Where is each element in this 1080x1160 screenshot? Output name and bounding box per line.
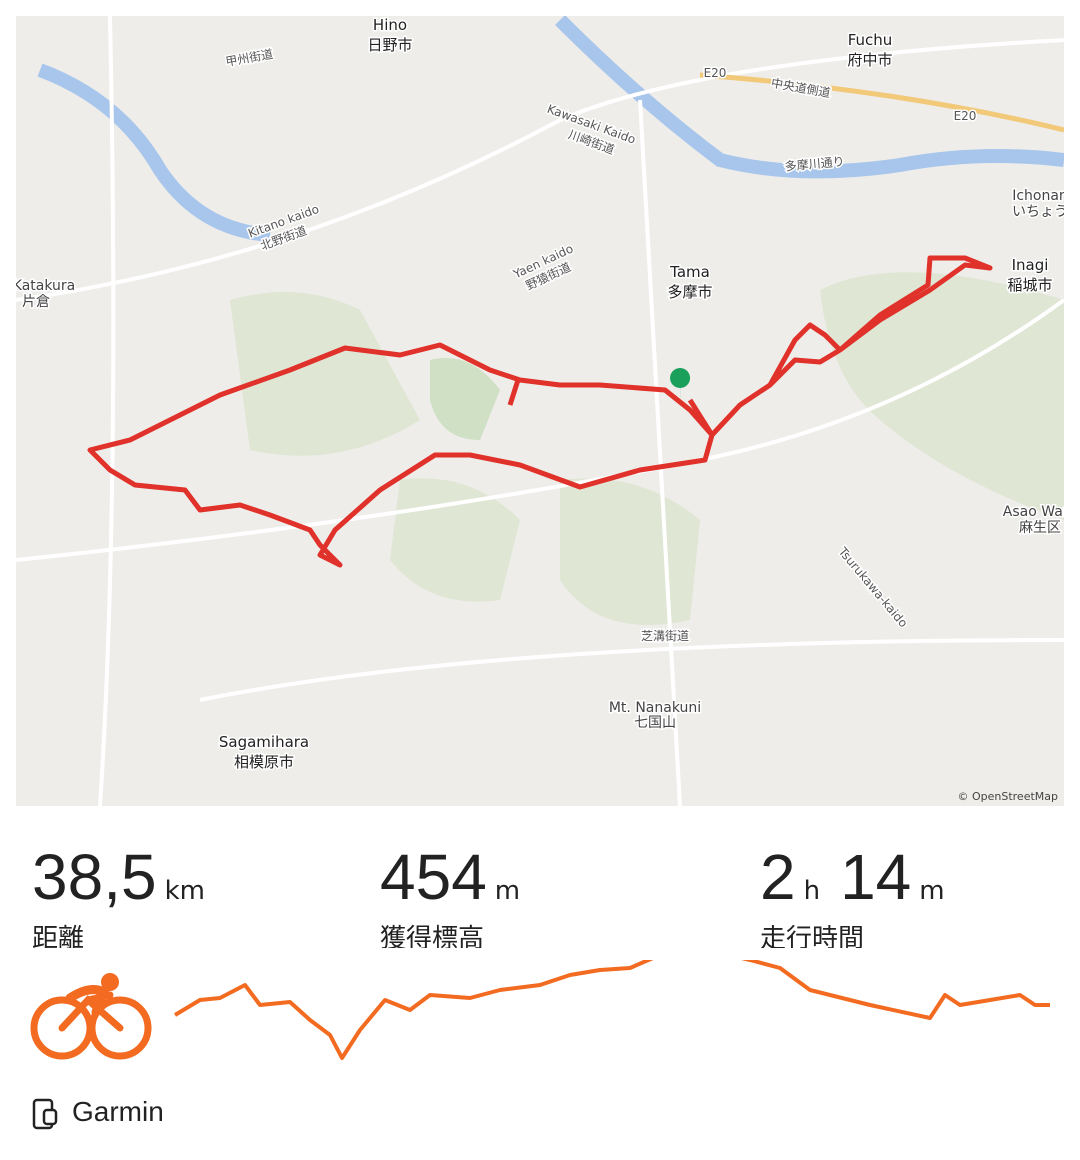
map-label: 相模原市 bbox=[234, 753, 294, 771]
start-marker bbox=[670, 368, 691, 412]
stat-label: 距離 bbox=[32, 924, 85, 948]
map-label: Hino bbox=[373, 16, 407, 34]
map-label: 府中市 bbox=[847, 51, 892, 69]
map-label: 稲城市 bbox=[1007, 276, 1052, 294]
bottom-graphics bbox=[30, 960, 1050, 1130]
stat-elevation: 454 m 獲得標高 bbox=[380, 840, 540, 948]
river bbox=[37, 16, 1064, 242]
map-label: Asao Ward bbox=[1003, 504, 1064, 520]
source: Garmin bbox=[72, 1096, 164, 1127]
map-label: 日野市 bbox=[367, 36, 412, 54]
device-icon bbox=[32, 1098, 58, 1130]
stat-unit: h bbox=[803, 876, 821, 906]
stat-unit: m bbox=[919, 876, 945, 906]
highway bbox=[699, 72, 1064, 133]
map-label: Fuchu bbox=[848, 31, 893, 49]
road-label: E20 bbox=[954, 109, 977, 123]
route bbox=[87, 255, 993, 568]
green-areas bbox=[230, 272, 1064, 625]
map-label: 多摩市 bbox=[667, 283, 712, 301]
road-label: 芝溝街道 bbox=[641, 629, 689, 643]
stat-time: 2 h 14 m 走行時間 bbox=[760, 840, 965, 948]
stat-value: 38,5 bbox=[32, 841, 157, 913]
stat-unit: m bbox=[494, 876, 521, 906]
stat-label: 獲得標高 bbox=[380, 924, 485, 948]
map-label: Ichonan bbox=[1012, 188, 1064, 204]
map: Hino 日野市 Fuchu 府中市 Tama 多摩市 Inagi 稲城市 Sa… bbox=[16, 16, 1064, 806]
cycling-icon bbox=[30, 973, 152, 1060]
road-label: E20 bbox=[704, 66, 727, 80]
stat-distance: 38,5 km 距離 bbox=[32, 840, 225, 948]
stat-value: 14 bbox=[840, 841, 912, 913]
map-label: いちょう bbox=[1012, 204, 1064, 220]
map-label: 七国山 bbox=[634, 715, 676, 731]
map-label: Tama bbox=[669, 263, 710, 281]
stat-unit: km bbox=[164, 876, 205, 906]
road-label: 多摩川通り bbox=[784, 154, 845, 173]
stat-label: 走行時間 bbox=[760, 924, 865, 948]
map-label: Katakura bbox=[16, 278, 75, 294]
map-label: 麻生区 bbox=[1019, 520, 1061, 536]
map-label: Inagi bbox=[1012, 256, 1049, 274]
attribution: © OpenStreetMap bbox=[957, 790, 1058, 803]
elevation-profile bbox=[173, 960, 1050, 1060]
stat-value: 2 bbox=[760, 841, 796, 913]
stat-value: 454 bbox=[380, 841, 487, 913]
map-label: Mt. Nanakuni bbox=[609, 700, 701, 716]
map-label: 片倉 bbox=[22, 294, 50, 310]
map-label: Sagamihara bbox=[219, 733, 309, 751]
